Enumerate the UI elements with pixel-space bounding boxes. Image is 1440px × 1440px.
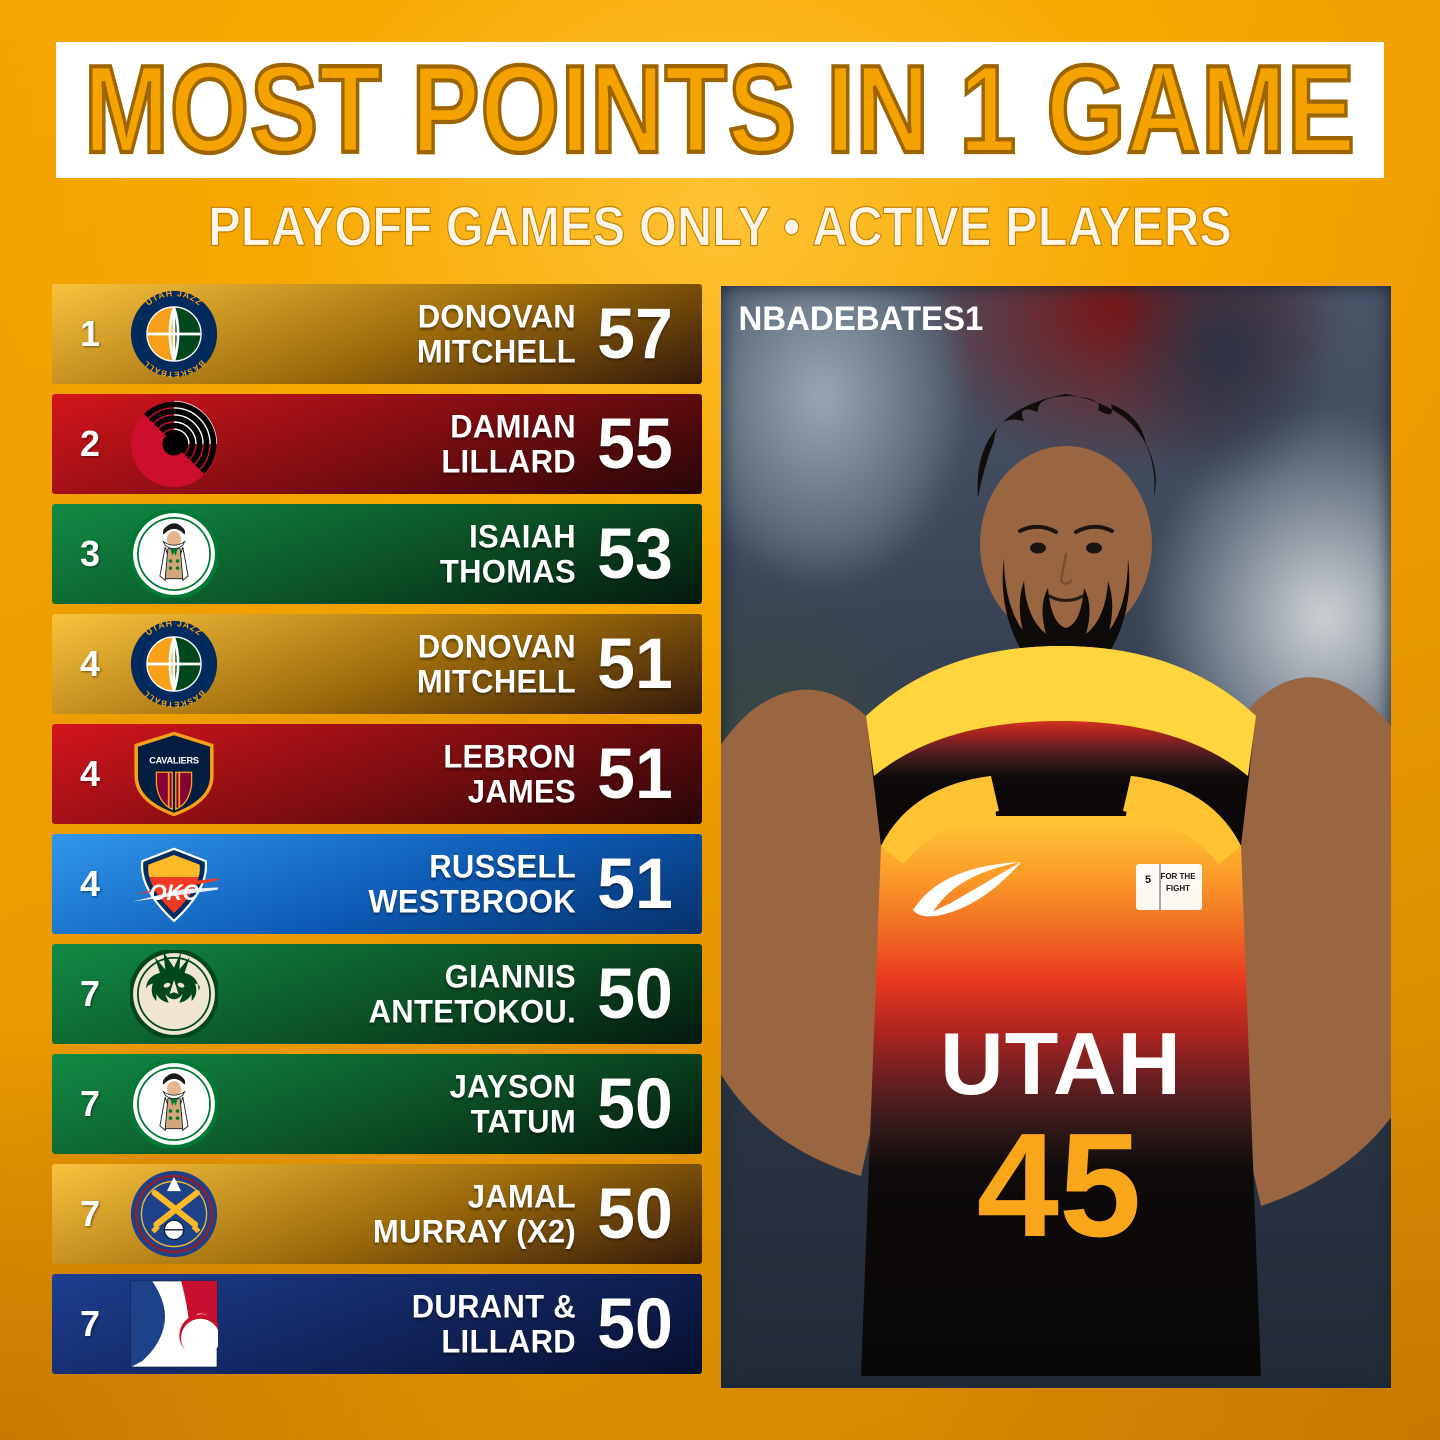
svg-text:FOR THE: FOR THE: [1160, 872, 1196, 881]
svg-text:UTAH: UTAH: [940, 1014, 1182, 1113]
svg-text:45: 45: [977, 1103, 1142, 1268]
svg-text:FIGHT: FIGHT: [1166, 884, 1190, 893]
svg-text:CAVALIERS: CAVALIERS: [149, 755, 199, 765]
svg-text:5: 5: [1145, 874, 1151, 886]
svg-text:OKC: OKC: [150, 880, 200, 905]
